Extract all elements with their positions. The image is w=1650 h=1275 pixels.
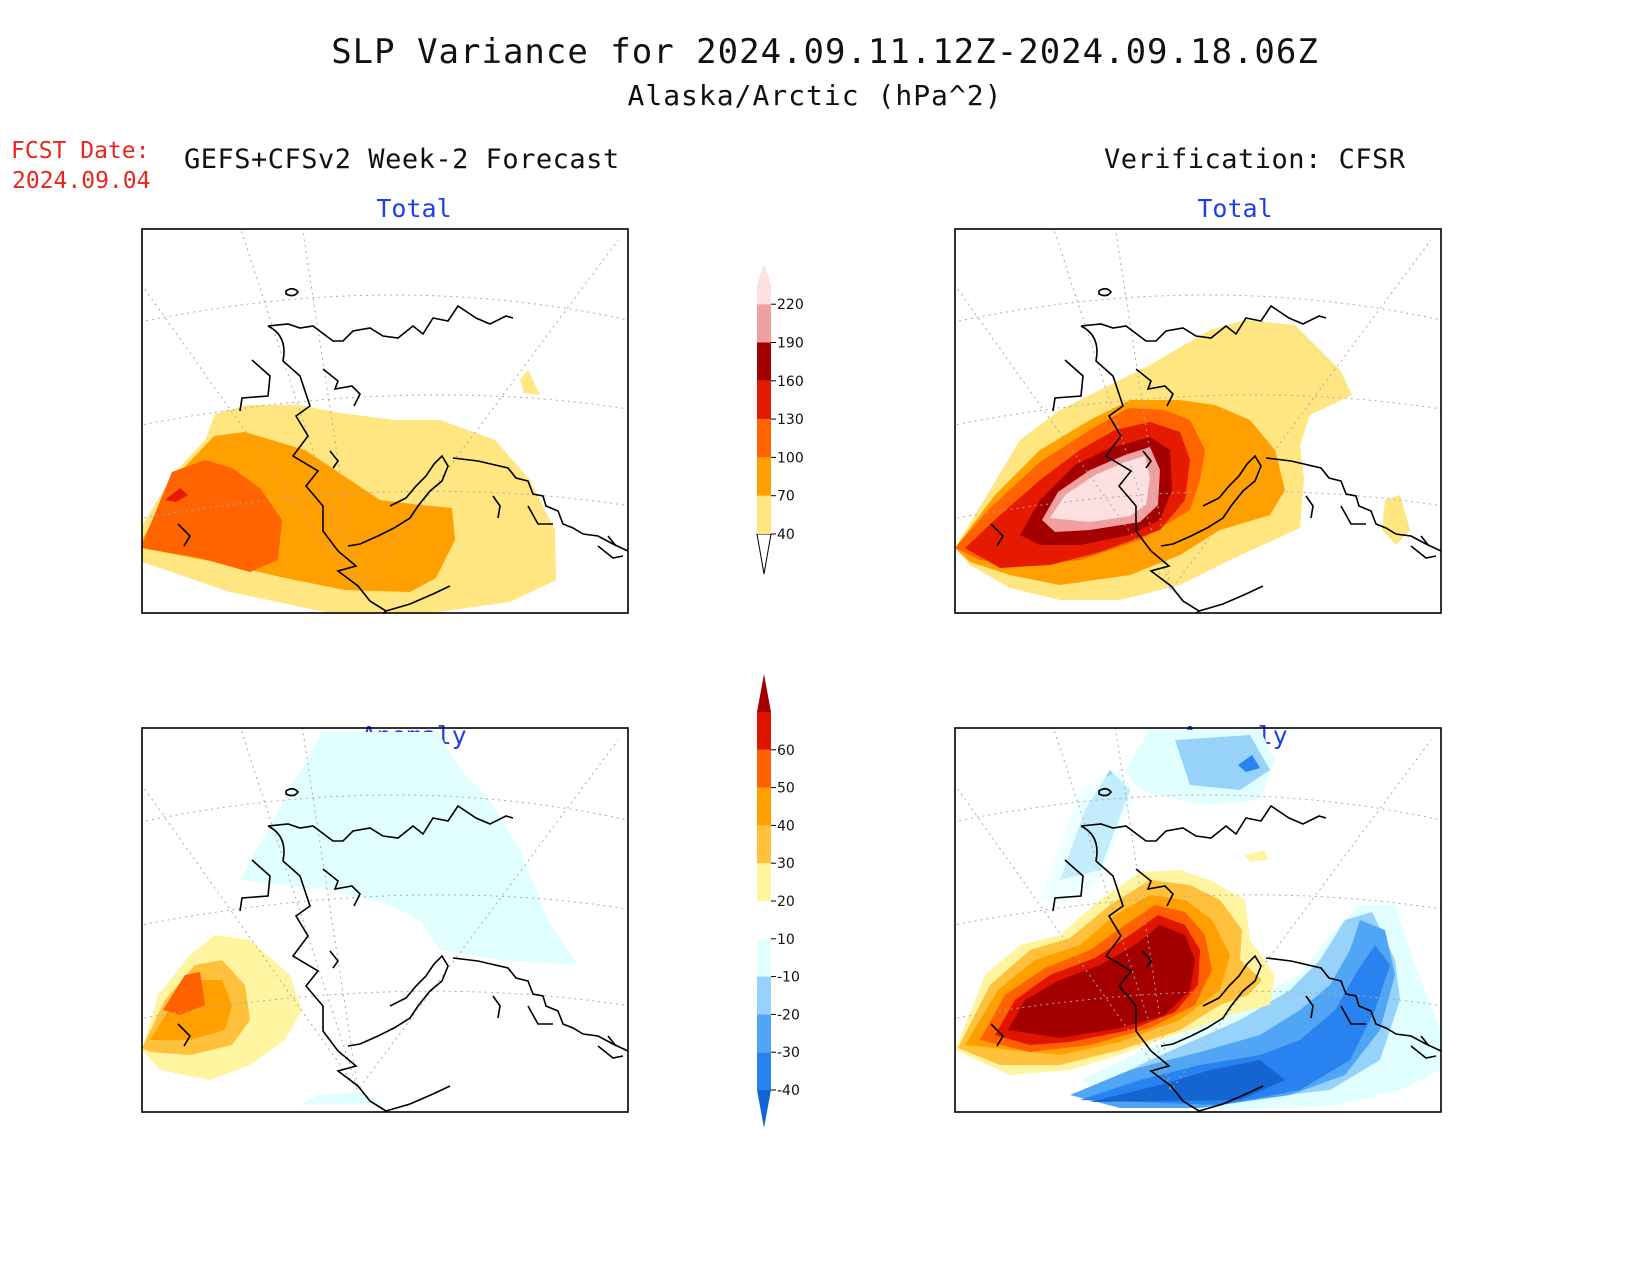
colorbar-anomaly-label: 30 [777,856,795,872]
colorbar-total-tail-low [756,533,772,575]
panel-verification-total [954,228,1442,614]
colorbar-anomaly-label: 20 [777,894,795,910]
verification-heading: Verification: CFSR [1104,144,1406,175]
colorbar-anomaly-band [757,863,771,901]
colorbar-total-band [757,495,771,534]
colorbar-total-label: 190 [777,336,804,352]
colorbar-total-label: 40 [777,527,795,543]
colorbar-anomaly-band [757,938,771,977]
fcst-date-value: 2024.09.04 [12,168,151,194]
map-title: SLP Variance for 2024.09.11.12Z-2024.09.… [331,32,1319,72]
colorbar-total-band [757,380,771,420]
colorbar-anomaly-label: -10 [777,970,800,986]
panel-title-forecast-total: Total [376,194,452,223]
colorbar-anomaly-label: 50 [777,781,795,797]
colorbar-total-band [757,264,771,305]
colorbar-anomaly-band [757,787,771,826]
colorbar-total-label: 130 [777,412,804,428]
colorbar-anomaly-band [757,749,771,788]
forecast-heading: GEFS+CFSv2 Week-2 Forecast [184,144,620,175]
colorbar-anomaly-band [757,1090,771,1128]
colorbar-anomaly-label: 10 [777,932,795,948]
colorbar-anomaly-label: -20 [777,1007,800,1023]
map-subtitle: Alaska/Arctic (hPa^2) [627,79,1003,112]
colorbar-anomaly-label: 60 [777,743,795,759]
colorbar-total-band [757,419,771,458]
colorbar-total-band [757,457,771,496]
colorbar-anomaly-label: -40 [777,1083,800,1099]
colorbar-anomaly: -40 -30 -20 -10 10 20 30 40 50 60 [757,674,800,1128]
colorbar-anomaly-band [757,976,771,1015]
colorbar-total-label: 70 [777,489,795,505]
colorbar-anomaly-band [757,1052,771,1090]
colorbar-total-band [757,342,771,381]
colorbar-total-label: 160 [777,374,804,390]
colorbar-anomaly-band [757,712,771,750]
panel-verification-anomaly [954,727,1442,1113]
colorbar-total: 40 70 100 130 160 190 220 [756,264,804,575]
colorbar-anomaly-band [757,901,771,939]
colorbar-total-band [757,304,771,343]
colorbar-anomaly-band [757,1014,771,1053]
colorbar-anomaly-band [757,825,771,864]
panel-forecast-total [141,228,629,614]
panel-forecast-anomaly [141,727,629,1113]
panel-title-verification-total: Total [1197,194,1273,223]
colorbar-anomaly-label: 40 [777,818,795,834]
colorbar-anomaly-band [757,674,771,712]
colorbar-total-label: 220 [777,297,804,313]
colorbar-total-label: 100 [777,450,804,466]
colorbar-anomaly-label: -30 [777,1045,800,1061]
fcst-date-label: FCST Date: [11,138,150,164]
